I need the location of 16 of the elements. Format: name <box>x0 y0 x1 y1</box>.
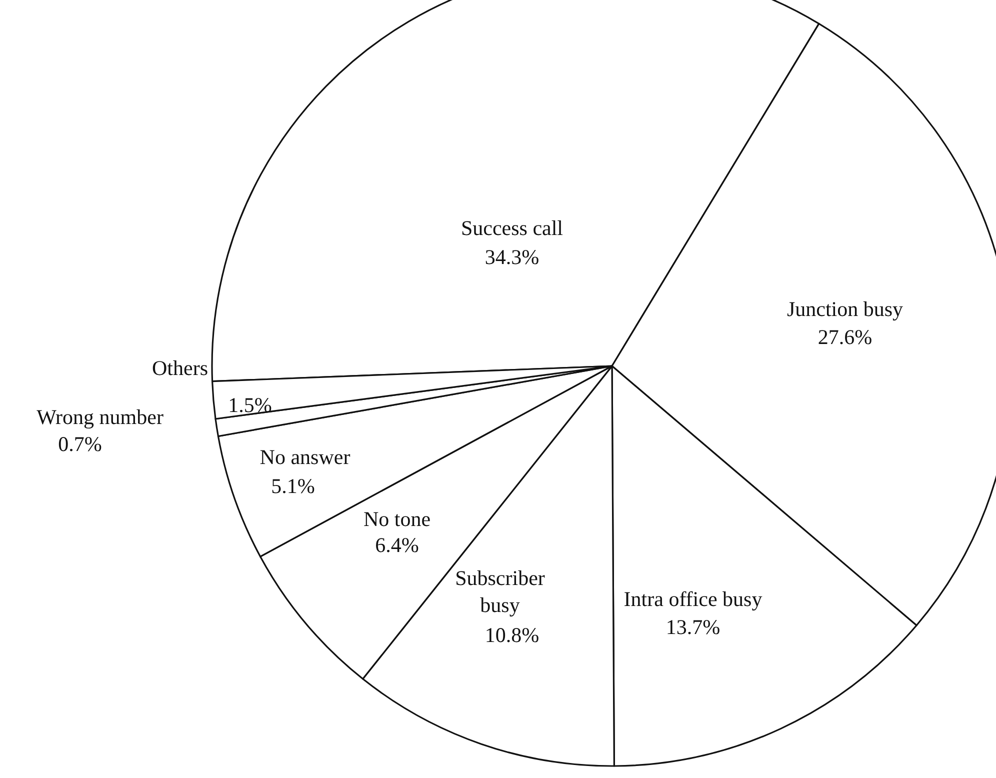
data-label: 27.6% <box>818 325 872 349</box>
slice-label: Success call <box>460 216 564 240</box>
slice-label: Junction busy <box>786 297 904 321</box>
data-label: 10.8% <box>484 623 540 647</box>
slice-label: Intra office busy <box>624 587 763 611</box>
data-label: 5.1% <box>271 474 315 498</box>
slice-label: Subscriber busy <box>455 566 545 617</box>
slice-label: No tone <box>363 507 431 531</box>
slice-label: No answer <box>260 445 350 469</box>
slice-label: Others <box>152 356 208 380</box>
data-label: 1.5% <box>228 393 272 417</box>
data-label: 0.7% <box>58 432 102 456</box>
data-label: 13.7% <box>666 615 720 639</box>
data-label: 6.4% <box>375 533 419 557</box>
data-label: 34.3% <box>484 245 540 269</box>
slice-label: Wrong number <box>36 405 164 429</box>
